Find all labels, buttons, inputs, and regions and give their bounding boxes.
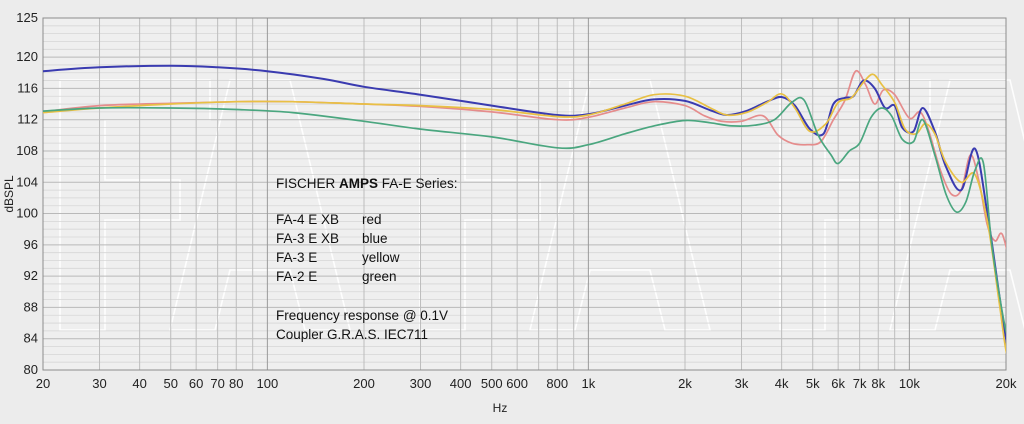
legend-model-1: FA-3 E XB bbox=[276, 231, 339, 246]
y-tick-label: 100 bbox=[16, 206, 38, 221]
x-tick-label: 400 bbox=[450, 376, 472, 391]
x-tick-label: 30 bbox=[92, 376, 106, 391]
x-tick-label: 3k bbox=[735, 376, 749, 391]
x-tick-label: 70 bbox=[210, 376, 224, 391]
x-tick-label: 1k bbox=[582, 376, 596, 391]
y-tick-label: 80 bbox=[24, 362, 38, 377]
x-tick-label: 7k bbox=[853, 376, 867, 391]
x-tick-label: 40 bbox=[132, 376, 146, 391]
annotation-title-pre: FISCHER bbox=[276, 176, 339, 191]
watermark-glyph bbox=[419, 79, 712, 331]
plot-background bbox=[43, 18, 1006, 370]
x-tick-label: 100 bbox=[257, 376, 279, 391]
y-tick-label: 92 bbox=[24, 268, 38, 283]
series-lines bbox=[43, 64, 1006, 355]
watermark-glyph bbox=[59, 79, 352, 331]
y-tick-label: 108 bbox=[16, 143, 38, 158]
x-tick-label: 300 bbox=[410, 376, 432, 391]
tick-labels: 80 84 88 92 96 100 104 108 112 116 120 125 20 30 40 50 6… bbox=[16, 10, 1017, 391]
x-tick-label: 80 bbox=[229, 376, 243, 391]
legend-model-3: FA-2 E bbox=[276, 269, 317, 284]
x-tick-label: 800 bbox=[546, 376, 568, 391]
y-tick-label: 112 bbox=[17, 112, 38, 127]
series-line-fa-4-e-xb bbox=[43, 69, 1006, 250]
series-line-fa-3-e bbox=[43, 73, 1006, 355]
watermark-glyph bbox=[779, 79, 1024, 331]
x-tick-label: 200 bbox=[353, 376, 375, 391]
x-tick-label: 600 bbox=[506, 376, 528, 391]
y-tick-label: 125 bbox=[16, 10, 38, 25]
x-axis-label: Hz bbox=[493, 401, 508, 415]
annotation-line-2: Coupler G.R.A.S. IEC711 bbox=[276, 327, 428, 342]
annotation-title-bold: AMPS bbox=[339, 176, 378, 191]
x-tick-label: 20 bbox=[36, 376, 50, 391]
x-tick-label: 4k bbox=[775, 376, 789, 391]
legend-color-0: red bbox=[362, 212, 382, 227]
x-tick-label: 6k bbox=[831, 376, 845, 391]
plot-frame bbox=[42, 17, 1007, 371]
legend-model-0: FA-4 E XB bbox=[276, 212, 339, 227]
y-tick-label: 116 bbox=[17, 80, 38, 95]
x-tick-label: 5k bbox=[806, 376, 820, 391]
legend-color-1: blue bbox=[362, 231, 388, 246]
y-tick-label: 104 bbox=[16, 174, 38, 189]
y-tick-label: 84 bbox=[24, 331, 38, 346]
series-line-fa-2-e bbox=[43, 96, 1006, 334]
x-tick-label: 20k bbox=[996, 376, 1017, 391]
watermark-fa-logo bbox=[59, 79, 1024, 331]
x-tick-label: 60 bbox=[189, 376, 203, 391]
x-tick-label: 500 bbox=[481, 376, 503, 391]
grid-lines bbox=[42, 17, 1007, 371]
y-tick-label: 120 bbox=[16, 49, 38, 64]
legend-color-3: green bbox=[362, 269, 397, 284]
x-tick-label: 10k bbox=[899, 376, 920, 391]
legend-model-2: FA-3 E bbox=[276, 250, 317, 265]
annotation-title-post: FA-E Series: bbox=[378, 176, 458, 191]
annotation-line-1: Frequency response @ 0.1V bbox=[276, 308, 448, 323]
x-tick-label: 50 bbox=[164, 376, 178, 391]
y-tick-label: 88 bbox=[24, 299, 38, 314]
legend-color-2: yellow bbox=[362, 250, 400, 265]
y-axis-label: dBSPL bbox=[2, 175, 16, 213]
x-tick-label: 2k bbox=[678, 376, 692, 391]
x-tick-label: 8k bbox=[871, 376, 885, 391]
annotation-title: FISCHER AMPS FA-E Series: bbox=[276, 176, 458, 191]
y-tick-label: 96 bbox=[24, 237, 38, 252]
annotation-block: FISCHER AMPS FA-E Series: FA-4 E XB red … bbox=[276, 176, 458, 342]
